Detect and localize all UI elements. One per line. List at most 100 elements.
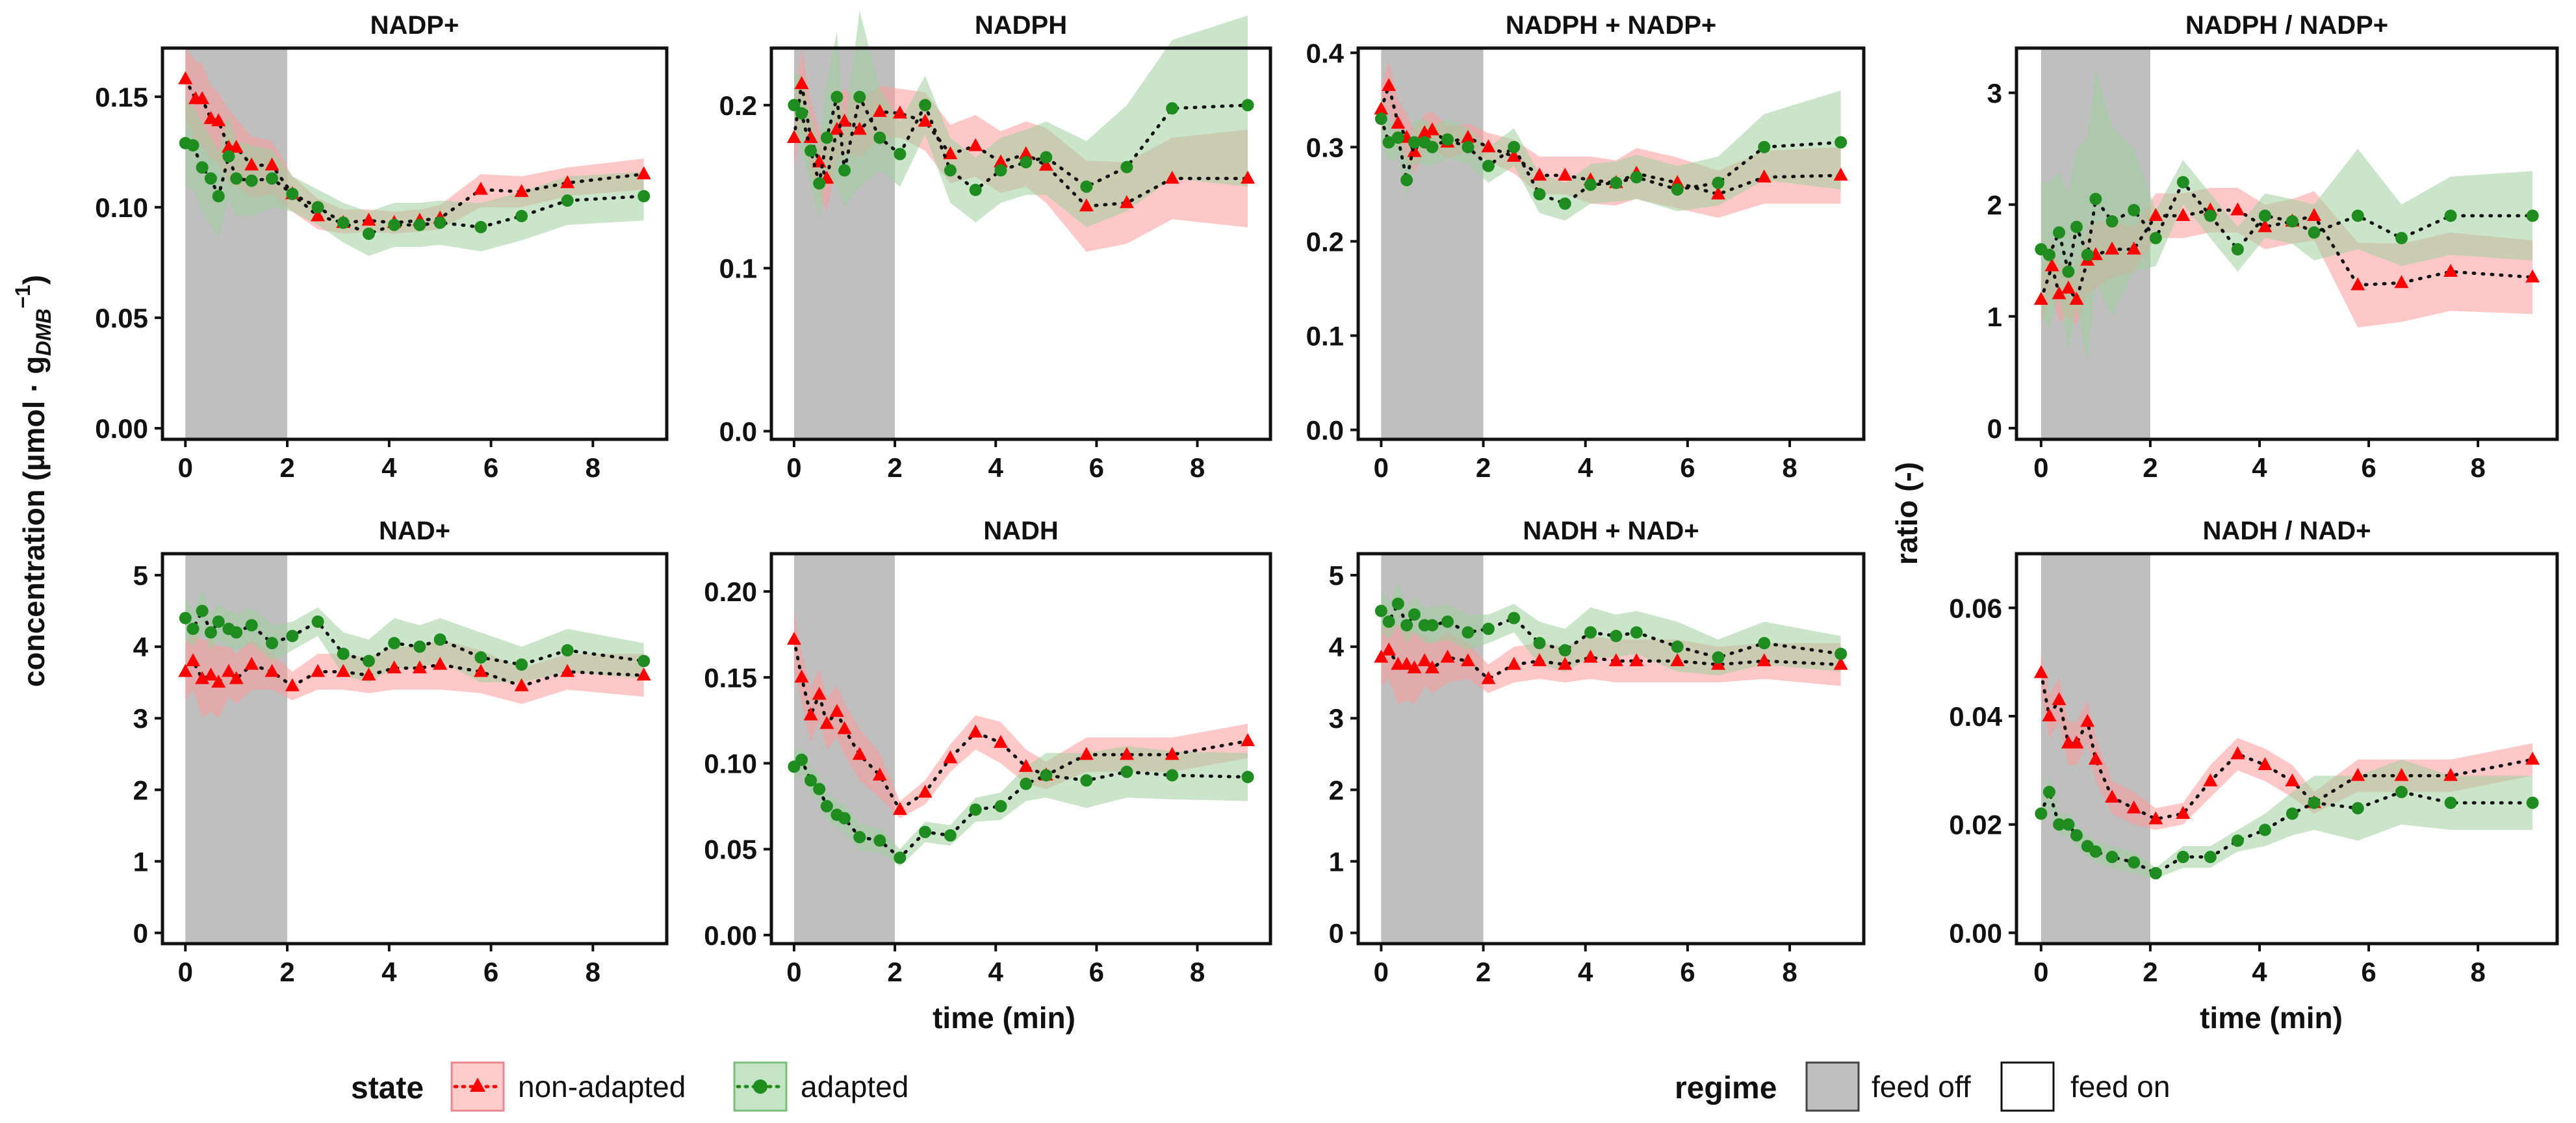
- panel-title-nadp: NADP+: [370, 11, 459, 40]
- y-tick-label-nad: 5: [133, 560, 148, 591]
- point-non-adapted-ratio-nadh: [2148, 811, 2163, 825]
- point-adapted-nadh: [795, 753, 808, 766]
- y-tick-label-nadh: 0.05: [704, 834, 757, 865]
- point-non-adapted-ratio-nadph: [2525, 269, 2540, 283]
- point-adapted-nadh: [944, 829, 957, 842]
- point-non-adapted-nadh: [819, 716, 834, 729]
- point-non-adapted-nadh-nad: [1417, 653, 1432, 667]
- point-non-adapted-nadph: [968, 138, 983, 151]
- y-tick-label-nadph-nadp: 0.0: [1306, 415, 1344, 445]
- point-adapted-nadh: [994, 800, 1007, 813]
- legend-feed-off-swatch: [1805, 1061, 1860, 1112]
- point-adapted-ratio-nadh: [2444, 796, 2457, 809]
- y-tick-label-nadph-nadp: 0.3: [1306, 132, 1344, 162]
- point-non-adapted-nad: [361, 667, 376, 681]
- legend-adapted-marker: [753, 1079, 767, 1094]
- point-adapted-nadh-nad: [1400, 619, 1413, 632]
- y-tick-label-nadph: 0.1: [719, 253, 757, 284]
- point-adapted-nad: [337, 647, 350, 660]
- x-tick-label-nadh: 6: [1089, 957, 1104, 987]
- point-non-adapted-nadph: [943, 146, 958, 160]
- point-non-adapted-nadph-nadp: [1424, 122, 1439, 136]
- point-adapted-nadh: [1080, 774, 1093, 787]
- point-adapted-nadph-nadp: [1508, 140, 1521, 153]
- x-tick-label-nad: 8: [586, 957, 600, 987]
- point-adapted-ratio-nadh: [2128, 856, 2141, 869]
- panel-frame-nadp: [161, 46, 669, 441]
- point-adapted-nadph: [853, 90, 866, 103]
- point-non-adapted-nadh-nad: [1757, 653, 1771, 667]
- y-tick-label-nadh-nad: 0: [1329, 918, 1344, 948]
- y-axis-title-left: concentration (µmol · gDMB−1): [11, 275, 55, 687]
- point-adapted-nadp: [196, 161, 209, 174]
- point-non-adapted-nadh-nad: [1424, 660, 1439, 674]
- point-non-adapted-nadph: [993, 154, 1008, 168]
- panel-frame-nad: [161, 552, 669, 946]
- x-tick-label-nadh: 8: [1190, 957, 1205, 987]
- point-adapted-nadh-nad: [1835, 647, 1848, 660]
- point-non-adapted-ratio-nadh: [2525, 751, 2540, 765]
- point-adapted-nadph: [1120, 161, 1133, 174]
- point-adapted-ratio-nadh: [2526, 796, 2539, 809]
- x-tick-label-nadh-nad: 4: [1578, 957, 1593, 987]
- point-non-adapted-nadp: [473, 181, 488, 195]
- point-non-adapted-ratio-nadh: [2042, 708, 2057, 721]
- point-non-adapted-nadp: [361, 213, 376, 226]
- point-adapted-nadph-nadp: [1426, 140, 1439, 153]
- panel-title-nadh: NADH: [983, 517, 1059, 545]
- point-non-adapted-nadh-nad: [1583, 649, 1598, 663]
- point-non-adapted-nad: [336, 664, 351, 677]
- point-non-adapted-ratio-nadh: [2080, 714, 2095, 727]
- point-non-adapted-ratio-nadph: [2044, 258, 2059, 272]
- point-non-adapted-nad: [514, 678, 529, 691]
- point-adapted-nadph: [919, 99, 932, 112]
- point-adapted-ratio-nadph: [2128, 203, 2141, 216]
- band-adapted-nadh-nad: [1381, 582, 1841, 676]
- y-tick-label-ratio-nadph: 3: [1987, 78, 2002, 109]
- point-non-adapted-nad: [244, 656, 259, 670]
- point-adapted-nadh: [873, 834, 886, 847]
- point-adapted-nadh: [838, 812, 851, 825]
- point-adapted-nadh-nad: [1441, 615, 1454, 628]
- y-tick-label-nad: 0: [133, 918, 148, 948]
- point-non-adapted-nadph-nadp: [1407, 144, 1422, 157]
- point-adapted-nadph-nadp: [1441, 133, 1454, 146]
- point-non-adapted-nadp: [229, 140, 244, 153]
- point-adapted-nadph: [1080, 180, 1093, 193]
- y-tick-label-ratio-nadh: 0.00: [1949, 918, 2002, 948]
- point-adapted-nad: [266, 637, 279, 650]
- point-non-adapted-nadh-nad: [1407, 660, 1422, 674]
- point-adapted-ratio-nadph: [2149, 231, 2162, 244]
- point-adapted-nadph: [820, 131, 833, 144]
- y-tick-label-nadh: 0.00: [704, 920, 757, 951]
- point-non-adapted-ratio-nadh: [2052, 692, 2067, 705]
- point-adapted-nad: [433, 633, 446, 646]
- point-non-adapted-nadp: [178, 71, 193, 84]
- point-non-adapted-nad: [412, 660, 427, 674]
- point-non-adapted-nadh: [892, 801, 907, 815]
- y-tick-label-ratio-nadph: 2: [1987, 190, 2002, 220]
- legend-key-adapted: [733, 1061, 788, 1112]
- x-tick-label-nadh: 2: [887, 957, 902, 987]
- y-tick-label-nadph-nadp: 0.2: [1306, 226, 1344, 257]
- point-non-adapted-nadp: [264, 157, 279, 171]
- point-adapted-nadh-nad: [1382, 615, 1395, 628]
- point-adapted-nadp: [433, 216, 446, 229]
- point-adapted-nad: [179, 612, 192, 625]
- point-non-adapted-nadph: [918, 113, 933, 127]
- point-non-adapted-nadph-nadp: [1460, 129, 1475, 143]
- x-tick-label-nadh-nad: 8: [1782, 957, 1797, 987]
- band-adapted-ratio-nadh: [2041, 759, 2533, 879]
- panel-title-nadh-nad: NADH + NAD+: [1523, 517, 1699, 545]
- point-non-adapted-nad: [211, 675, 226, 688]
- y-tick-label-nad: 4: [133, 632, 149, 662]
- y-tick-label-nadp: 0.15: [95, 82, 148, 112]
- x-tick-label-ratio-nadph: 2: [2143, 452, 2157, 483]
- panel-frame-nadph-nadp: [1356, 46, 1866, 441]
- point-adapted-nadh-nad: [1408, 608, 1421, 621]
- point-non-adapted-nadh-nad: [1670, 653, 1685, 667]
- point-adapted-nadh-nad: [1671, 640, 1684, 653]
- point-adapted-ratio-nadh: [2062, 818, 2075, 831]
- point-adapted-nad: [245, 619, 258, 632]
